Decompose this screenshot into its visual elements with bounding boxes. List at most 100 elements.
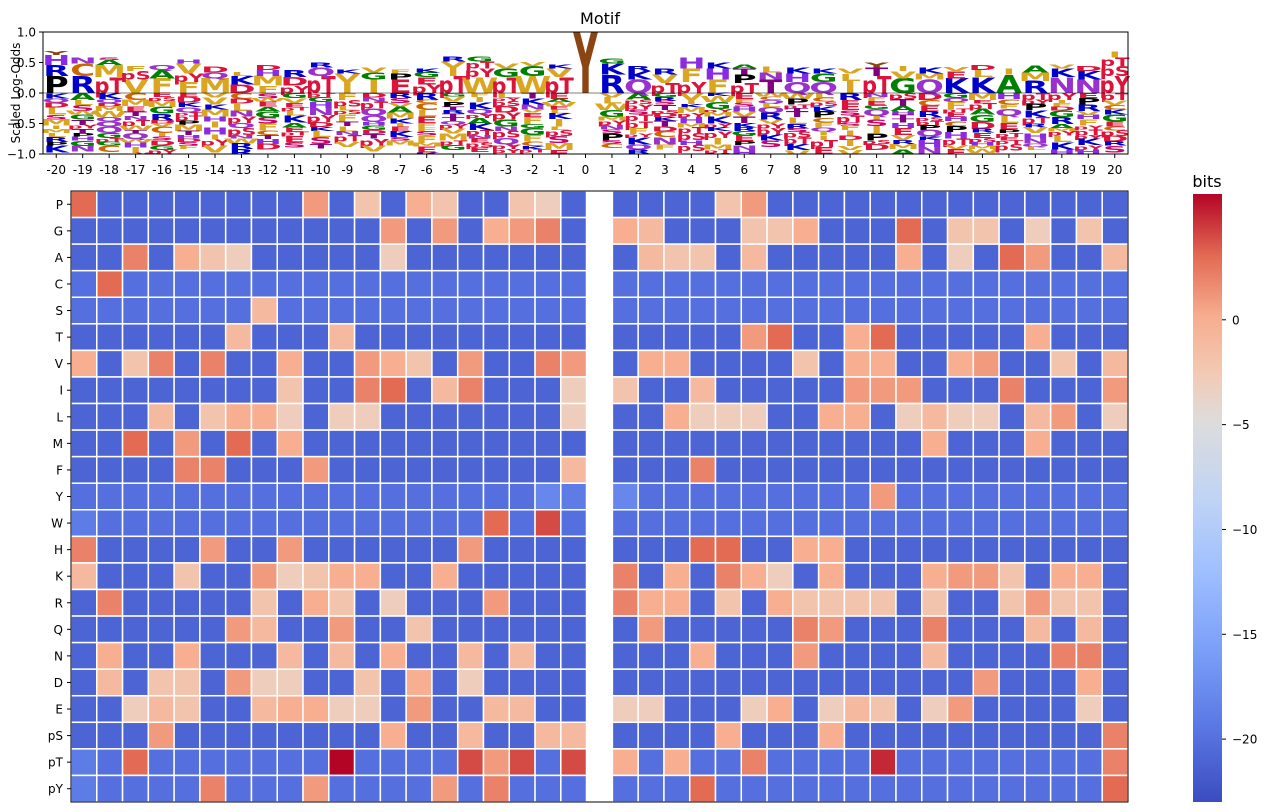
- heatmap-cell: [921, 588, 949, 617]
- heatmap-cell: [637, 562, 665, 591]
- heatmap-cell: [766, 774, 794, 803]
- logo-letter-negative: pT: [994, 132, 1024, 139]
- heatmap-cell: [998, 588, 1026, 617]
- heatmap-cell: [121, 774, 150, 803]
- logo-letter-negative: V: [149, 123, 176, 128]
- logo-letter: I: [447, 65, 460, 78]
- heatmap-cell: [817, 509, 846, 538]
- logo-letter-negative: pT: [95, 137, 125, 144]
- logo-letter-negative: E: [177, 92, 200, 98]
- heatmap-cell: [1101, 190, 1129, 219]
- logo-letter-negative: K: [1049, 140, 1076, 152]
- logo-letter: G: [810, 71, 838, 84]
- heatmap-cell: [534, 402, 562, 431]
- heatmap-cell: [276, 535, 304, 564]
- logo-x-tick-label: 8: [793, 163, 801, 177]
- logo-x-tick-label: 20: [1107, 163, 1122, 177]
- heatmap-cell: [611, 376, 639, 405]
- logo-x-tick-label: 10: [842, 163, 857, 177]
- heatmap-cell: [817, 748, 846, 777]
- logo-letter-negative: pS: [862, 139, 892, 145]
- logo-letter-negative: P: [1076, 96, 1100, 107]
- heatmap-cell: [328, 721, 356, 750]
- heatmap-cell: [302, 721, 330, 750]
- heatmap-cell: [740, 349, 768, 378]
- heatmap-cell: [482, 482, 511, 511]
- heatmap-cell: [456, 535, 485, 564]
- heatmap-cell: [714, 668, 743, 697]
- heatmap-cell: [792, 243, 820, 272]
- heatmap-cell: [96, 721, 124, 750]
- heatmap-cell: [147, 216, 175, 245]
- heatmap-cell: [869, 668, 897, 697]
- heatmap-cell: [70, 694, 98, 724]
- heatmap-cell: [199, 641, 227, 670]
- heatmap-y-tick-label: Y: [55, 490, 64, 504]
- heatmap-cell: [302, 455, 330, 484]
- logo-letter-negative: pS: [968, 137, 998, 144]
- logo-letter-negative: C: [150, 125, 174, 136]
- logo-letter-negative: P: [944, 125, 968, 134]
- heatmap-cell: [946, 349, 975, 378]
- heatmap-cell: [70, 429, 98, 458]
- heatmap-cell: [611, 774, 639, 803]
- logo-letter-negative: D: [360, 129, 387, 136]
- heatmap-cell: [560, 269, 588, 299]
- heatmap-cell: [792, 562, 820, 591]
- heatmap-cell: [482, 455, 511, 484]
- logo-letter-negative: D: [148, 119, 175, 124]
- heatmap-cell: [250, 721, 278, 750]
- heatmap-cell: [637, 482, 665, 511]
- logo-letter-negative: R: [229, 142, 255, 151]
- heatmap-y-tick-label: pS: [48, 729, 63, 743]
- logo-letter-negative: S: [256, 92, 280, 100]
- logo-letter-negative: M: [437, 132, 470, 143]
- heatmap-cell: [1024, 429, 1052, 458]
- logo-letter-negative: E: [257, 100, 280, 108]
- heatmap-cell: [946, 296, 975, 325]
- logo-letter-negative: V: [1076, 110, 1102, 117]
- logo-letter-negative: pT: [809, 138, 838, 149]
- logo-letter: pT: [465, 60, 495, 72]
- heatmap-cell: [121, 190, 150, 219]
- heatmap-cell: [250, 668, 278, 697]
- heatmap-cell: [96, 694, 124, 724]
- logo-letter-negative: L: [46, 106, 67, 117]
- heatmap-cell: [250, 402, 278, 431]
- logo-letter-negative: V: [1102, 99, 1128, 107]
- heatmap-cell: [998, 376, 1026, 405]
- logo-letter-negative: H: [307, 101, 335, 110]
- heatmap-cell: [173, 641, 201, 670]
- heatmap-cell: [817, 562, 846, 591]
- heatmap-cell: [585, 402, 614, 431]
- logo-letter: M: [198, 74, 232, 98]
- heatmap-cell: [121, 455, 150, 484]
- heatmap-cell: [224, 774, 253, 803]
- heatmap-cell: [379, 349, 407, 378]
- heatmap-cell: [534, 323, 562, 352]
- heatmap-cell: [456, 482, 485, 511]
- heatmap-cell: [1024, 455, 1052, 484]
- heatmap-cell: [353, 349, 382, 378]
- heatmap-cell: [921, 296, 949, 325]
- heatmap-cell: [946, 429, 975, 458]
- heatmap-cell: [379, 323, 407, 352]
- logo-letter-negative: Q: [95, 120, 123, 128]
- heatmap-cell: [1075, 509, 1103, 538]
- heatmap-cell: [534, 774, 562, 803]
- logo-letter-negative: M: [701, 111, 734, 118]
- logo-letter-negative: W: [594, 102, 630, 112]
- logo-letter-negative: K: [731, 122, 759, 129]
- heatmap-y-tick-label: F: [56, 463, 63, 477]
- heatmap-cell: [328, 349, 356, 378]
- logo-letter-negative: E: [389, 125, 412, 133]
- logo-letter-negative: K: [308, 126, 336, 132]
- heatmap-cell: [96, 482, 124, 511]
- heatmap-cell: [740, 323, 768, 352]
- heatmap-cell: [121, 562, 150, 591]
- logo-letter: F: [680, 66, 703, 87]
- logo-letter-negative: D: [969, 120, 996, 131]
- heatmap-cell: [921, 349, 949, 378]
- heatmap-cell: [534, 455, 562, 484]
- heatmap-cell: [766, 509, 794, 538]
